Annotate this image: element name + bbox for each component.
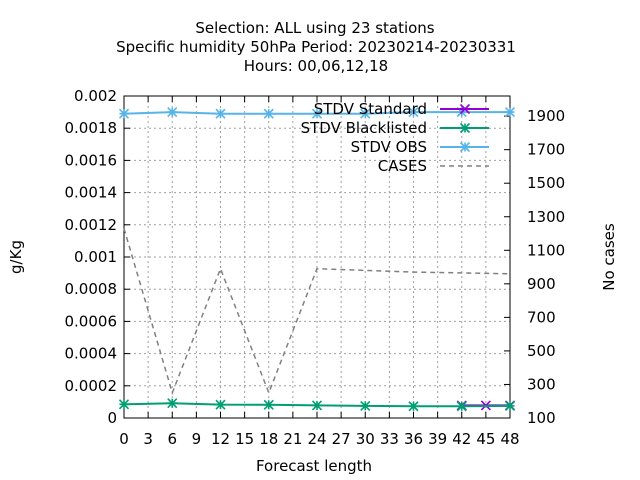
- y2-tick-label: 900: [527, 275, 556, 293]
- x-tick-label: 15: [235, 430, 254, 448]
- title-line-1: Selection: ALL using 23 stations: [195, 19, 434, 37]
- legend-label-cases: CASES: [378, 157, 427, 175]
- x-tick-label: 21: [283, 430, 302, 448]
- y-axis-ticks: 0 0.0002 0.0004 0.0006 0.0008 0.001 0.0012 0.00…: [65, 87, 130, 427]
- y-tick-label: 0.0016: [65, 151, 118, 169]
- y-tick-label: 0: [107, 409, 117, 427]
- legend-label-stdv-obs: STDV OBS: [351, 138, 427, 156]
- y-tick-label: 0.001: [74, 248, 117, 266]
- y2-tick-label: 1500: [527, 174, 565, 192]
- y-tick-label: 0.0004: [65, 345, 118, 363]
- y-tick-label: 0.0008: [65, 280, 118, 298]
- series-stdv-blacklisted: [118, 398, 516, 412]
- y2-tick-label: 1700: [527, 141, 565, 159]
- data-point-stdv-blacklisted: [456, 401, 467, 412]
- data-point-stdv-obs: [263, 108, 274, 119]
- y2-tick-label: 1100: [527, 241, 565, 259]
- y-tick-label: 0.0014: [65, 184, 118, 202]
- data-point-stdv-blacklisted: [504, 400, 516, 411]
- data-point-stdv-obs: [504, 107, 516, 118]
- x-tick-label: 27: [332, 430, 351, 448]
- x-tick-label: 33: [380, 430, 399, 448]
- series-cases: [123, 228, 511, 396]
- data-point-stdv-obs: [118, 108, 130, 119]
- data-point-stdv-blacklisted: [360, 400, 371, 411]
- y2-tick-label: 300: [527, 375, 556, 393]
- x-tick-label: 30: [356, 430, 375, 448]
- legend-label-stdv-blacklisted: STDV Blacklisted: [301, 119, 427, 137]
- series-line-cases: [123, 228, 511, 396]
- x-tick-label: 3: [143, 430, 153, 448]
- x-tick-label: 24: [307, 430, 326, 448]
- y2-axis-ticks: 100 300 500 700 900 1100 1300 1500 1700 1900: [504, 107, 565, 427]
- data-point-stdv-obs: [311, 108, 323, 119]
- x-tick-label: 48: [500, 430, 519, 448]
- legend-marker-stdv-standard: [459, 103, 471, 115]
- title-line-3: Hours: 00,06,12,18: [244, 57, 388, 75]
- legend-label-stdv-standard: STDV Standard: [314, 100, 427, 118]
- legend-marker-stdv-obs: [459, 141, 471, 153]
- y2-tick-label: 700: [527, 308, 556, 326]
- y2-tick-label: 1300: [527, 208, 565, 226]
- data-point-stdv-obs: [167, 107, 178, 118]
- y-tick-label: 0.0018: [65, 119, 118, 137]
- y-axis-label: g/Kg: [7, 240, 25, 274]
- x-tick-label: 9: [192, 430, 202, 448]
- y2-tick-label: 1900: [527, 107, 565, 125]
- y-tick-label: 0.0006: [65, 312, 118, 330]
- y2-axis-label: No cases: [600, 223, 618, 291]
- x-tick-label: 39: [428, 430, 447, 448]
- data-point-stdv-obs: [408, 107, 419, 118]
- y2-tick-label: 500: [527, 342, 556, 360]
- title-line-2: Specific humidity 50hPa Period: 20230214…: [116, 38, 516, 56]
- y-tick-label: 0.0012: [65, 216, 118, 234]
- x-tick-label: 0: [119, 430, 129, 448]
- x-tick-label: 12: [211, 430, 230, 448]
- x-tick-label: 45: [476, 430, 495, 448]
- data-point-stdv-obs: [215, 108, 226, 119]
- x-tick-label: 18: [259, 430, 278, 448]
- y2-tick-label: 100: [527, 409, 556, 427]
- y-tick-label: 0.0002: [65, 377, 118, 395]
- data-point-stdv-blacklisted: [118, 399, 130, 410]
- series-layer: [118, 107, 516, 412]
- grid: [124, 96, 510, 418]
- x-tick-label: 36: [404, 430, 423, 448]
- data-point-stdv-blacklisted: [311, 400, 323, 411]
- legend-marker-stdv-blacklisted: [459, 122, 471, 134]
- x-tick-label: 42: [452, 430, 471, 448]
- x-axis-label: Forecast length: [256, 457, 372, 475]
- x-axis-ticks: 0 3 6 9 12 15 18 21 24 27 30 33 36 39 42 45 48: [119, 96, 520, 448]
- data-point-stdv-blacklisted: [215, 399, 226, 410]
- data-point-stdv-blacklisted: [263, 399, 274, 410]
- data-point-stdv-blacklisted: [408, 401, 419, 412]
- x-tick-label: 6: [167, 430, 177, 448]
- data-point-stdv-obs: [360, 108, 371, 119]
- data-point-stdv-blacklisted: [167, 398, 178, 409]
- chart-title: Selection: ALL using 23 stations Specifi…: [116, 19, 516, 75]
- y-tick-label: 0.002: [74, 87, 117, 105]
